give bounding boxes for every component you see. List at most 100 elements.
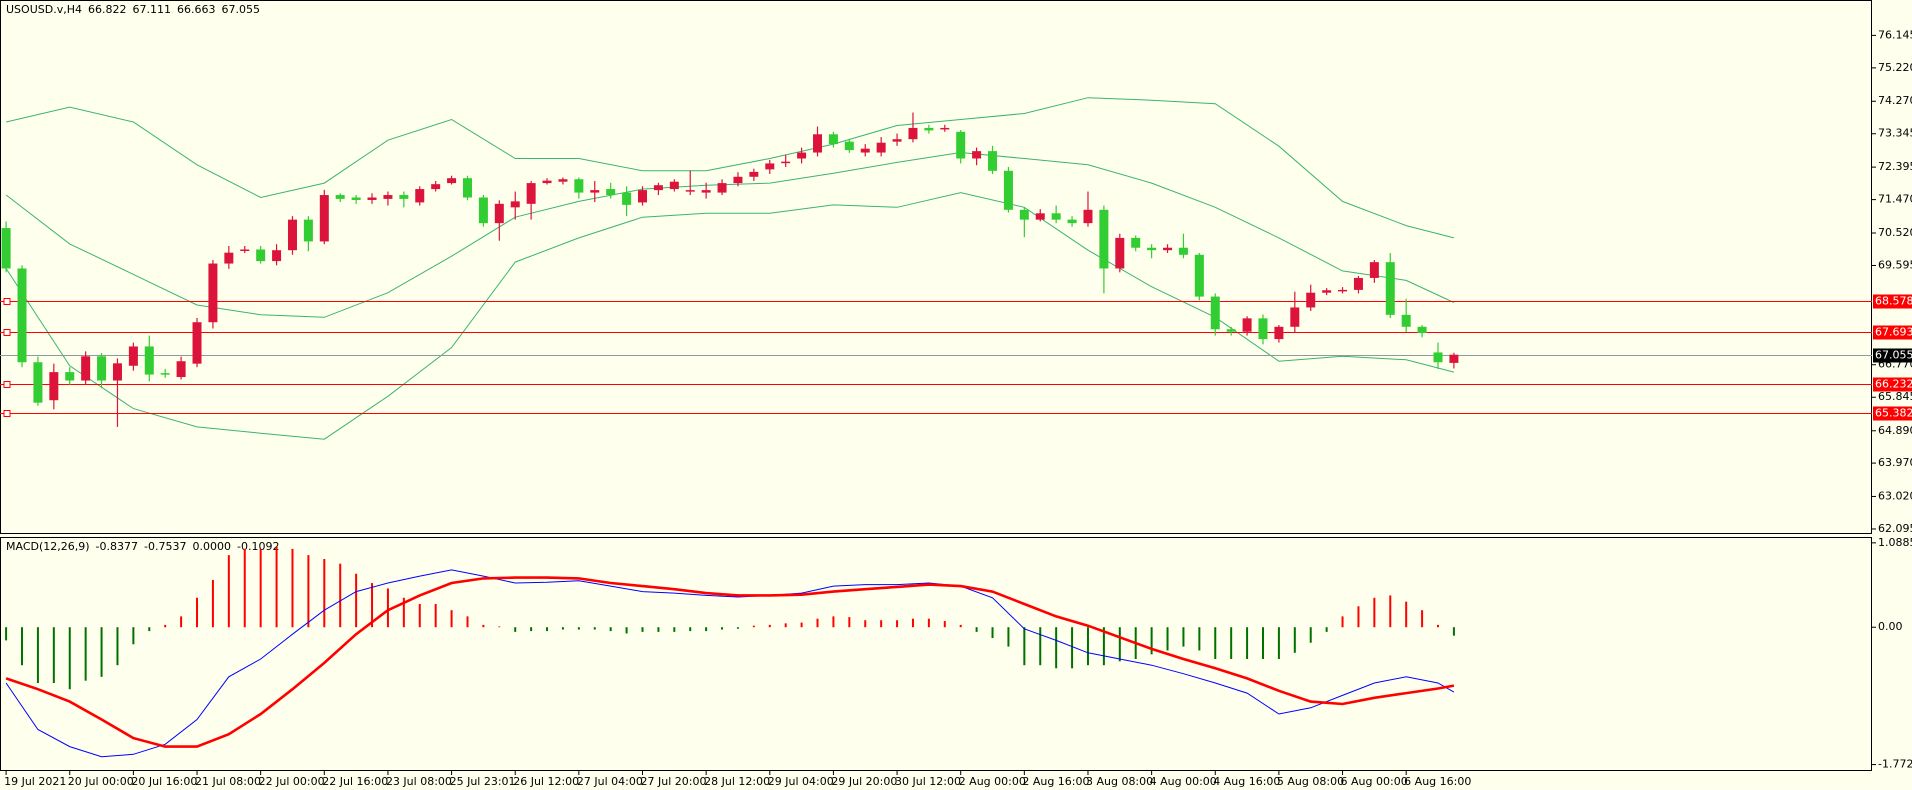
candle-body — [653, 185, 663, 191]
candle-body — [558, 179, 568, 182]
y-tick-label: 62.095 — [1878, 522, 1912, 535]
candle-body — [1115, 237, 1125, 269]
candle-body — [494, 203, 504, 224]
level-label-box — [1873, 325, 1912, 340]
candle-body — [844, 141, 854, 151]
candle-body — [1194, 254, 1204, 297]
level-label-box — [1873, 294, 1912, 309]
y-tick-label: 70.520 — [1878, 226, 1912, 239]
header-item: 0.0000 — [192, 540, 231, 553]
x-tick-label: 26 Jul 12:00 — [513, 775, 579, 788]
candle-body — [176, 361, 186, 378]
x-tick-label: 6 Aug 00:00 — [1341, 775, 1408, 788]
candle-body — [49, 372, 59, 401]
y-tick-label: 1.0885 — [1878, 536, 1912, 549]
last-price-box — [1873, 348, 1912, 363]
candle-body — [351, 197, 361, 200]
candle-body — [1178, 247, 1188, 255]
candle-body — [717, 183, 727, 193]
panel-header: USOUSD.v,H4 66.822 67.111 66.663 67.055 — [6, 3, 260, 16]
x-tick-label: 27 Jul 20:00 — [641, 775, 707, 788]
x-tick-label: 21 Jul 08:00 — [195, 775, 261, 788]
candle-body — [749, 171, 759, 177]
band-upper — [5, 97, 1455, 239]
candle-body — [1147, 247, 1157, 251]
candle-body — [1353, 277, 1363, 290]
candle-body — [1433, 352, 1443, 363]
x-tick-label: 6 Aug 16:00 — [1404, 775, 1471, 788]
candle-body — [1417, 326, 1427, 334]
candle-body — [256, 249, 266, 262]
y-tick-label: 65.845 — [1878, 390, 1912, 403]
candle-body — [1210, 296, 1220, 330]
last-price-label: 67.055 — [1875, 349, 1912, 362]
candle-body — [892, 139, 902, 142]
candle-body — [65, 372, 75, 381]
candle-body — [860, 148, 870, 153]
candle-body — [828, 134, 838, 145]
candle-body — [478, 197, 488, 224]
candle-body — [1385, 262, 1395, 315]
x-tick-label: 28 Jul 12:00 — [704, 775, 770, 788]
candle-body — [940, 127, 950, 130]
candle-body — [542, 180, 552, 184]
candle-body — [685, 190, 695, 192]
y-tick-label: 72.395 — [1878, 160, 1912, 173]
candle-body — [1369, 262, 1379, 278]
candle-body — [972, 151, 982, 159]
candle-body — [447, 178, 457, 184]
candle-body — [1226, 329, 1236, 332]
header-item: -0.7537 — [144, 540, 186, 553]
candle-body — [81, 356, 91, 381]
x-tick-label: 2 Aug 00:00 — [959, 775, 1026, 788]
y-tick-label: 69.595 — [1878, 258, 1912, 271]
candle-body — [17, 268, 27, 363]
candle-body — [1163, 247, 1173, 251]
signal-line — [5, 576, 1455, 748]
candle-body — [1306, 292, 1316, 308]
candle-body — [510, 201, 520, 208]
x-tick-label: 29 Jul 20:00 — [831, 775, 897, 788]
x-tick-label: 3 Aug 08:00 — [1086, 775, 1153, 788]
x-tick-label: 5 Aug 08:00 — [1277, 775, 1344, 788]
candle-body — [128, 346, 138, 366]
candle-body — [956, 131, 966, 159]
candle-body — [462, 178, 472, 198]
y-tick-label: 71.470 — [1878, 193, 1912, 206]
candle-body — [1019, 209, 1029, 220]
y-tick-label: 74.270 — [1878, 94, 1912, 107]
y-tick-label: 76.145 — [1878, 28, 1912, 41]
candle-body — [606, 189, 616, 196]
level-label: 67.693 — [1875, 326, 1912, 339]
candle-body — [144, 346, 154, 375]
candle-body — [1338, 289, 1348, 292]
candle-body — [638, 190, 647, 203]
y-tick-label: 63.020 — [1878, 489, 1912, 502]
x-tick-label: 4 Aug 16:00 — [1213, 775, 1280, 788]
level-label: 66.232 — [1875, 378, 1912, 391]
x-tick-label: 27 Jul 04:00 — [577, 775, 643, 788]
panel-header: MACD(12,26,9) -0.8377 -0.7537 0.0000 -0.1092 — [6, 540, 279, 553]
candle-body — [383, 195, 393, 199]
candle-body — [590, 190, 600, 193]
y-tick-label: -1.7722 — [1878, 758, 1912, 771]
candle-body — [1051, 213, 1061, 220]
y-tick-label: 0.00 — [1878, 620, 1903, 633]
candle-body — [733, 176, 743, 184]
candle-body — [1, 228, 11, 269]
x-tick-label: 29 Jul 04:00 — [768, 775, 834, 788]
candle-body — [112, 363, 122, 381]
candle-body — [224, 252, 234, 264]
candle-body — [1131, 237, 1141, 248]
candle-body — [1290, 307, 1300, 327]
candle-body — [574, 179, 584, 193]
candle-body — [924, 127, 934, 131]
header-item: 66.822 — [88, 3, 127, 16]
candle-body — [876, 142, 886, 153]
x-tick-label: 2 Aug 16:00 — [1022, 775, 1089, 788]
level-label-box — [1873, 377, 1912, 392]
header-item: 66.663 — [177, 3, 216, 16]
